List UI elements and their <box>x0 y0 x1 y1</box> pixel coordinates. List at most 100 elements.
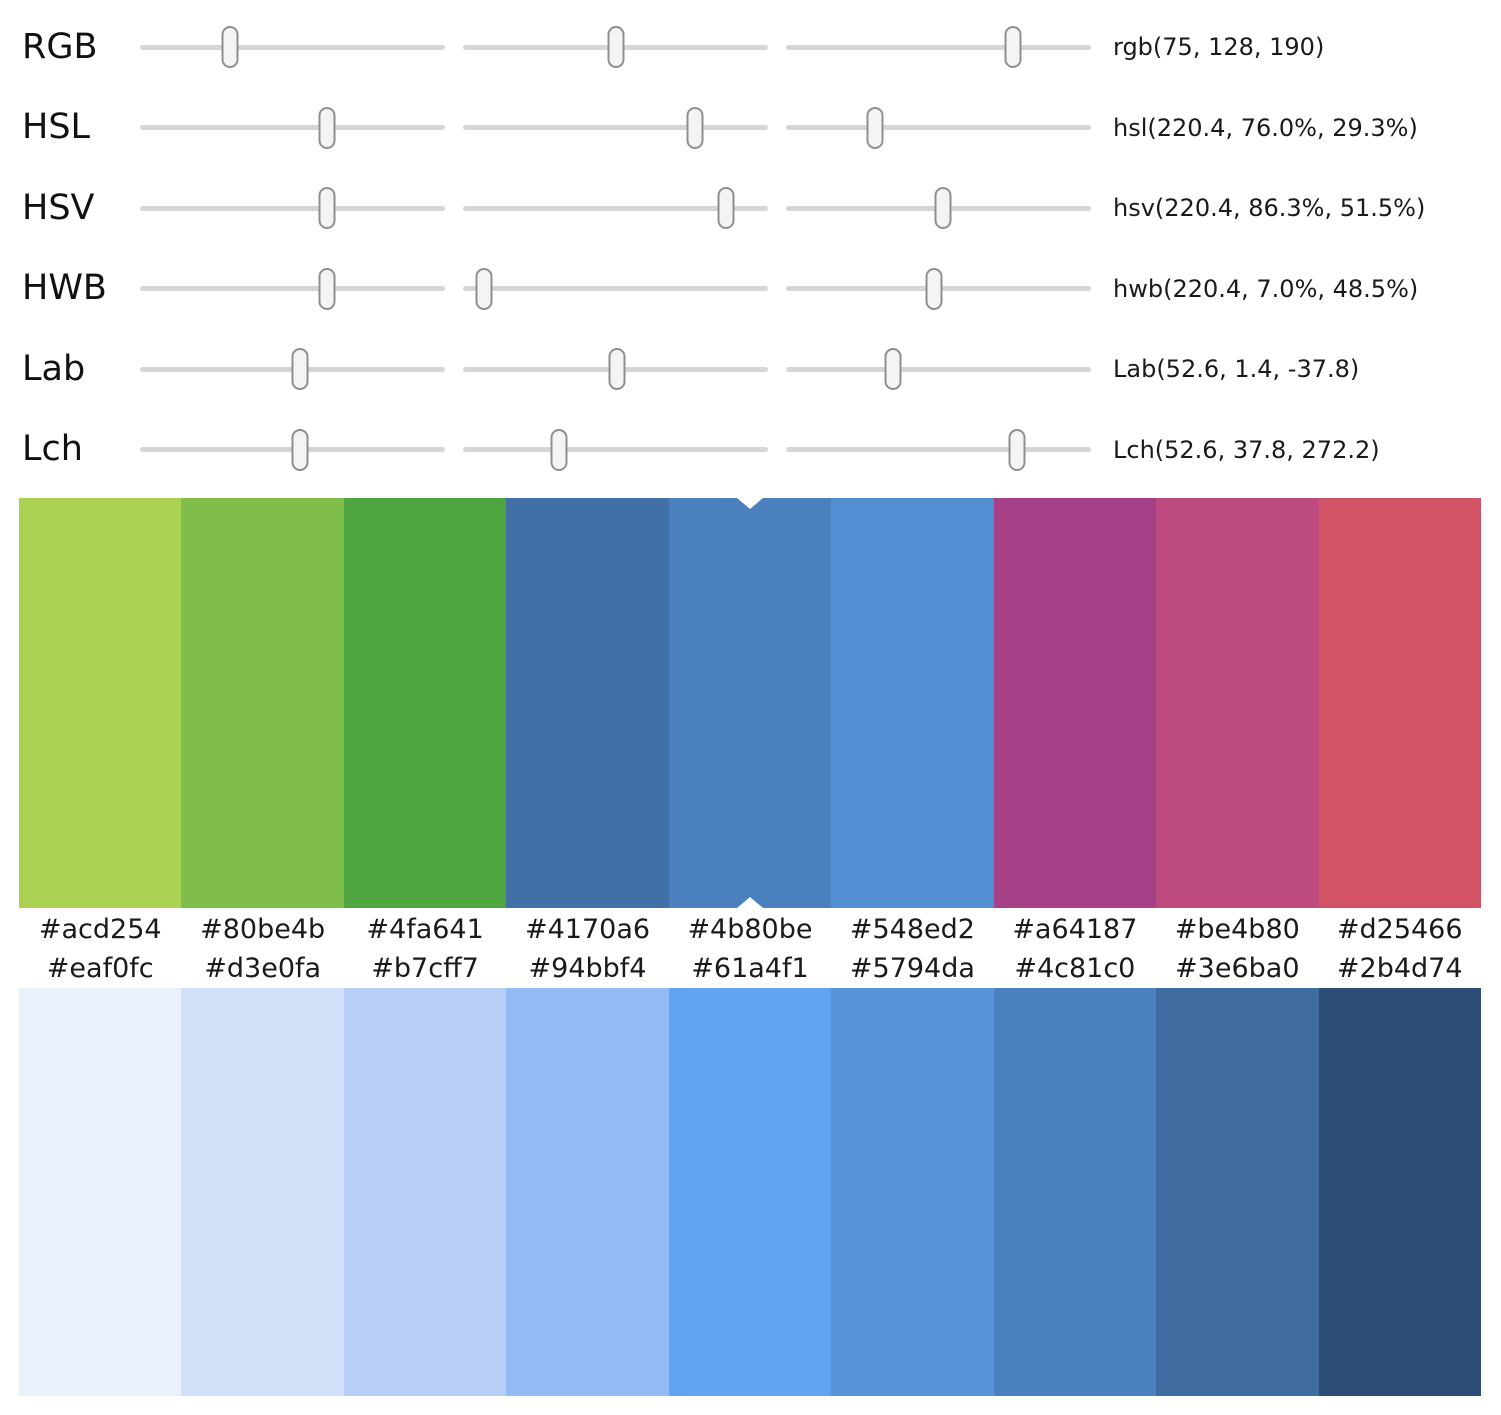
slider-row-label: RGB <box>22 26 98 67</box>
palette-swatch[interactable] <box>993 988 1157 1396</box>
palette-swatch[interactable] <box>1156 988 1319 1396</box>
palette-swatch[interactable] <box>506 988 669 1396</box>
slider-track-1[interactable] <box>140 187 445 230</box>
palette-swatch[interactable] <box>668 988 832 1396</box>
slider-thumb[interactable] <box>291 428 309 471</box>
palette-swatch[interactable] <box>181 988 344 1396</box>
selected-marker-bottom-icon <box>736 897 763 908</box>
slider-track-group <box>140 348 1091 391</box>
palette-swatch[interactable] <box>831 498 994 908</box>
palette-swatch[interactable] <box>1318 988 1481 1396</box>
slider-track-3[interactable] <box>786 348 1091 391</box>
palette-swatch[interactable] <box>993 498 1157 908</box>
swatch-hex-label: #5794da <box>849 953 975 984</box>
slider-track-2[interactable] <box>463 428 768 471</box>
swatch-hex-label: #d3e0fa <box>204 953 322 984</box>
color-value-text: hwb(220.4, 7.0%, 48.5%) <box>1113 274 1419 303</box>
slider-track-3[interactable] <box>786 26 1091 69</box>
palette-swatch[interactable] <box>181 498 344 908</box>
slider-row-hwb: HWB hwb(220.4, 7.0%, 48.5%) <box>0 249 1501 330</box>
slider-track-group <box>140 106 1091 149</box>
palette-swatch[interactable] <box>506 498 669 908</box>
swatch-hex-label: #eaf0fc <box>46 953 154 984</box>
slider-thumb[interactable] <box>607 26 625 69</box>
swatch-hex-label: #94bbf4 <box>528 953 647 984</box>
slider-track-3[interactable] <box>786 106 1091 149</box>
color-slider-panel: RGB rgb(75, 128, 190) HSL hsl(220.4, 76.… <box>0 0 1501 490</box>
slider-thumb[interactable] <box>608 348 626 391</box>
slider-thumb[interactable] <box>925 267 943 310</box>
slider-thumb[interactable] <box>884 348 902 391</box>
slider-track-1[interactable] <box>140 348 445 391</box>
slider-track-3[interactable] <box>786 428 1091 471</box>
slider-row-label: HWB <box>22 268 107 309</box>
slider-row-label: Lch <box>22 429 83 470</box>
slider-thumb[interactable] <box>318 106 336 149</box>
swatch-hex-label: #61a4f1 <box>691 953 809 984</box>
palette-swatch[interactable] <box>1318 498 1481 908</box>
slider-row-hsv: HSV hsv(220.4, 86.3%, 51.5%) <box>0 168 1501 249</box>
slider-thumb[interactable] <box>475 267 493 310</box>
slider-track-2[interactable] <box>463 187 768 230</box>
slider-row-lch: Lch Lch(52.6, 37.8, 272.2) <box>0 410 1501 491</box>
palette-bottom-hex-row: #eaf0fc #d3e0fa #b7cff7 #94bbf4 #61a4f1 … <box>19 950 1481 987</box>
slider-track-group <box>140 267 1091 310</box>
slider-track-2[interactable] <box>463 348 768 391</box>
slider-row-label: HSL <box>22 107 91 148</box>
color-value-text: rgb(75, 128, 190) <box>1113 33 1325 62</box>
slider-row-lab: Lab Lab(52.6, 1.4, -37.8) <box>0 329 1501 410</box>
slider-track-group <box>140 187 1091 230</box>
slider-row-hsl: HSL hsl(220.4, 76.0%, 29.3%) <box>0 88 1501 169</box>
palette-swatch[interactable] <box>831 988 994 1396</box>
slider-thumb[interactable] <box>550 428 568 471</box>
slider-track-3[interactable] <box>786 267 1091 310</box>
slider-track-1[interactable] <box>140 267 445 310</box>
slider-track-3[interactable] <box>786 187 1091 230</box>
swatch-hex-label: #80be4b <box>200 913 326 945</box>
slider-track-group <box>140 26 1091 69</box>
slider-thumb[interactable] <box>318 267 336 310</box>
palette-top-hex-row: #acd254 #80be4b #4fa641 #4170a6 #4b80be … <box>19 908 1481 950</box>
slider-track-2[interactable] <box>463 106 768 149</box>
palette-swatch[interactable] <box>19 988 182 1396</box>
slider-thumb[interactable] <box>866 106 884 149</box>
slider-track-1[interactable] <box>140 26 445 69</box>
swatch-hex-label: #4b80be <box>687 913 813 945</box>
slider-thumb[interactable] <box>934 187 952 230</box>
palette-top <box>19 498 1481 908</box>
palette-bottom <box>19 988 1481 1396</box>
swatch-hex-label: #3e6ba0 <box>1175 953 1300 984</box>
slider-thumb[interactable] <box>1004 26 1022 69</box>
swatch-hex-label: #4170a6 <box>525 913 651 945</box>
slider-thumb[interactable] <box>221 26 239 69</box>
slider-thumb[interactable] <box>717 187 735 230</box>
swatch-hex-label: #acd254 <box>38 913 162 945</box>
slider-track-1[interactable] <box>140 428 445 471</box>
slider-track-group <box>140 428 1091 471</box>
slider-row-label: Lab <box>22 348 86 389</box>
swatch-hex-label: #2b4d74 <box>1336 953 1463 984</box>
swatch-hex-label: #a64187 <box>1012 913 1138 945</box>
color-value-text: Lch(52.6, 37.8, 272.2) <box>1113 435 1380 464</box>
palette-swatch[interactable] <box>1156 498 1319 908</box>
palette-swatch[interactable] <box>19 498 182 908</box>
swatch-hex-label: #548ed2 <box>849 913 975 945</box>
swatch-hex-label: #b7cff7 <box>371 953 479 984</box>
slider-track-2[interactable] <box>463 26 768 69</box>
color-value-text: hsv(220.4, 86.3%, 51.5%) <box>1113 194 1426 223</box>
swatch-hex-label: #4c81c0 <box>1014 953 1136 984</box>
color-value-text: Lab(52.6, 1.4, -37.8) <box>1113 355 1360 384</box>
swatch-hex-label: #be4b80 <box>1174 913 1300 945</box>
slider-thumb[interactable] <box>291 348 309 391</box>
palette-swatch[interactable] <box>343 988 507 1396</box>
slider-row-rgb: RGB rgb(75, 128, 190) <box>0 7 1501 88</box>
slider-thumb[interactable] <box>318 187 336 230</box>
slider-thumb[interactable] <box>1008 428 1026 471</box>
slider-thumb[interactable] <box>686 106 704 149</box>
swatch-hex-label: #d25466 <box>1336 913 1463 945</box>
slider-track-1[interactable] <box>140 106 445 149</box>
palette-swatch-selected[interactable] <box>668 498 832 908</box>
selected-marker-top-icon <box>736 498 763 509</box>
palette-swatch[interactable] <box>343 498 507 908</box>
slider-track-2[interactable] <box>463 267 768 310</box>
